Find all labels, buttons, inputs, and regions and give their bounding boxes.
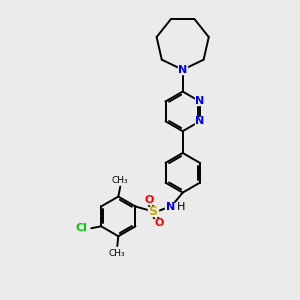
Bar xyxy=(165,203,177,212)
Text: O: O xyxy=(144,194,154,205)
Text: N: N xyxy=(195,116,205,126)
Text: H: H xyxy=(176,202,185,212)
Text: N: N xyxy=(195,97,205,106)
Bar xyxy=(195,117,204,125)
Bar xyxy=(195,98,204,105)
Text: N: N xyxy=(166,202,176,212)
Bar xyxy=(178,66,187,74)
Text: S: S xyxy=(148,205,158,218)
Bar xyxy=(145,196,154,203)
Text: N: N xyxy=(178,65,187,75)
Text: O: O xyxy=(154,218,164,228)
Bar xyxy=(154,219,164,227)
Text: CH₃: CH₃ xyxy=(112,176,129,185)
Text: CH₃: CH₃ xyxy=(109,248,126,257)
Text: Cl: Cl xyxy=(75,223,87,233)
Bar xyxy=(148,207,158,216)
